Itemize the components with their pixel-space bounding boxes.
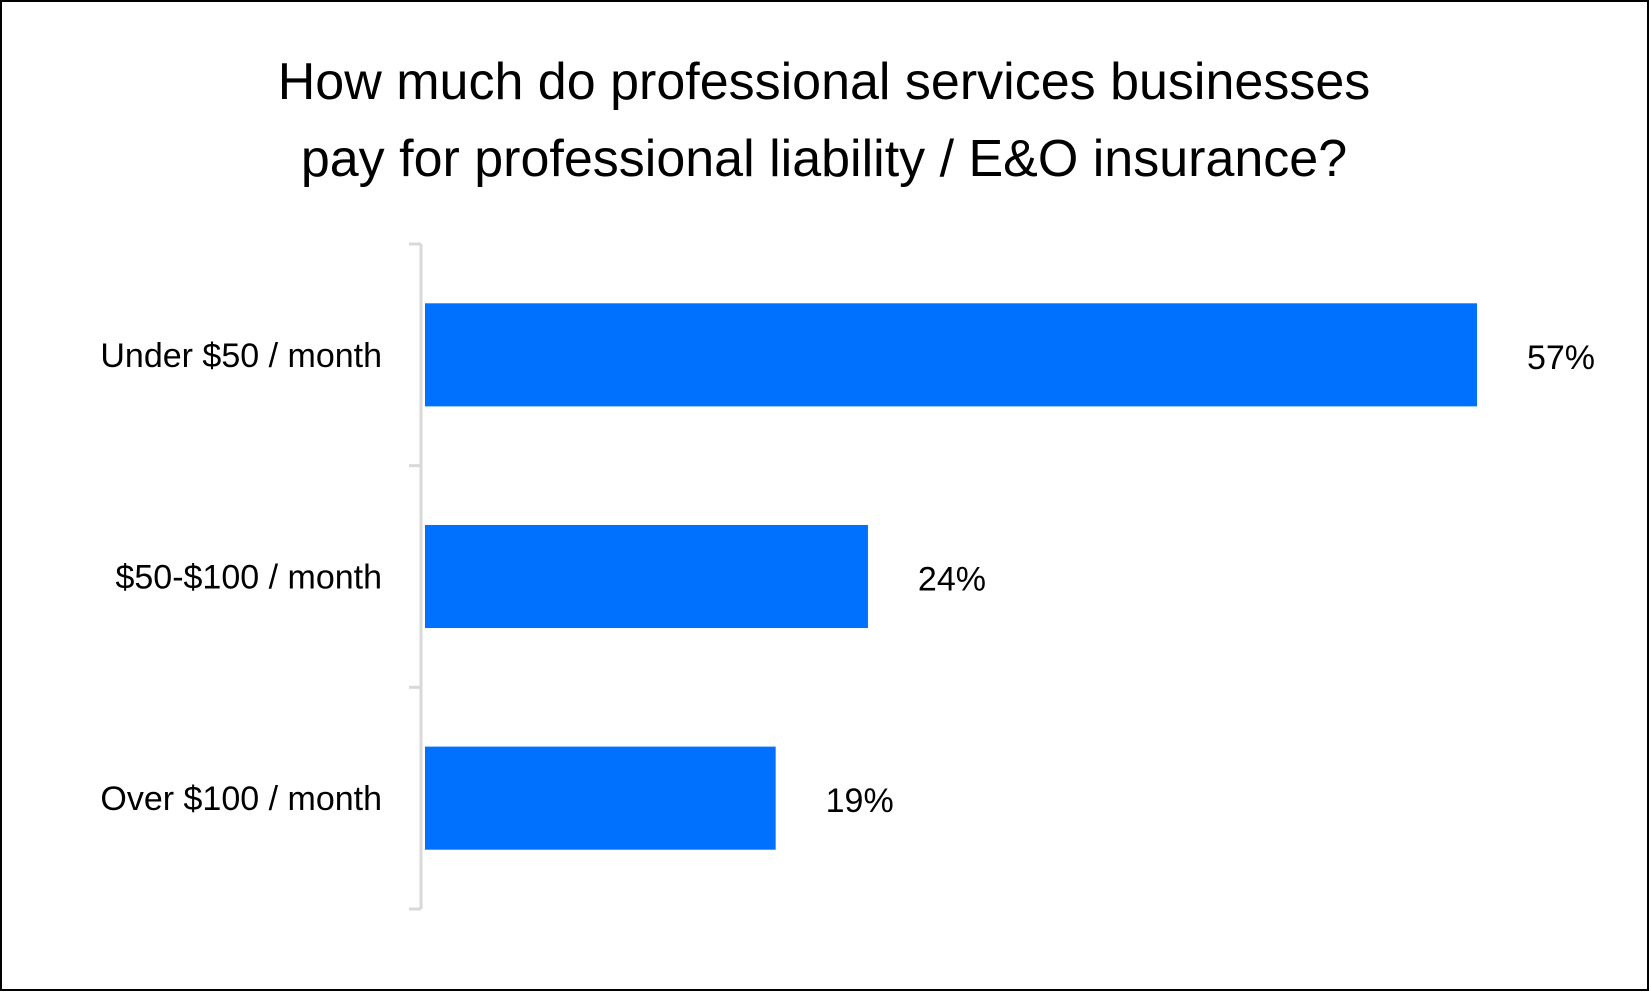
data-label: 24% [918,561,986,599]
bar [425,303,1477,407]
category-label: $50-$100 / month [115,559,382,597]
data-label: 19% [826,782,894,820]
category-label: Under $50 / month [100,337,382,375]
bar [425,524,868,629]
data-label: 57% [1527,339,1595,377]
chart-title-line-1: How much do professional services busine… [278,53,1371,111]
bar [425,746,776,850]
chart-title-line-2: pay for professional liability / E&O ins… [301,130,1347,188]
y-axis [409,242,423,911]
category-label: Over $100 / month [100,780,382,818]
